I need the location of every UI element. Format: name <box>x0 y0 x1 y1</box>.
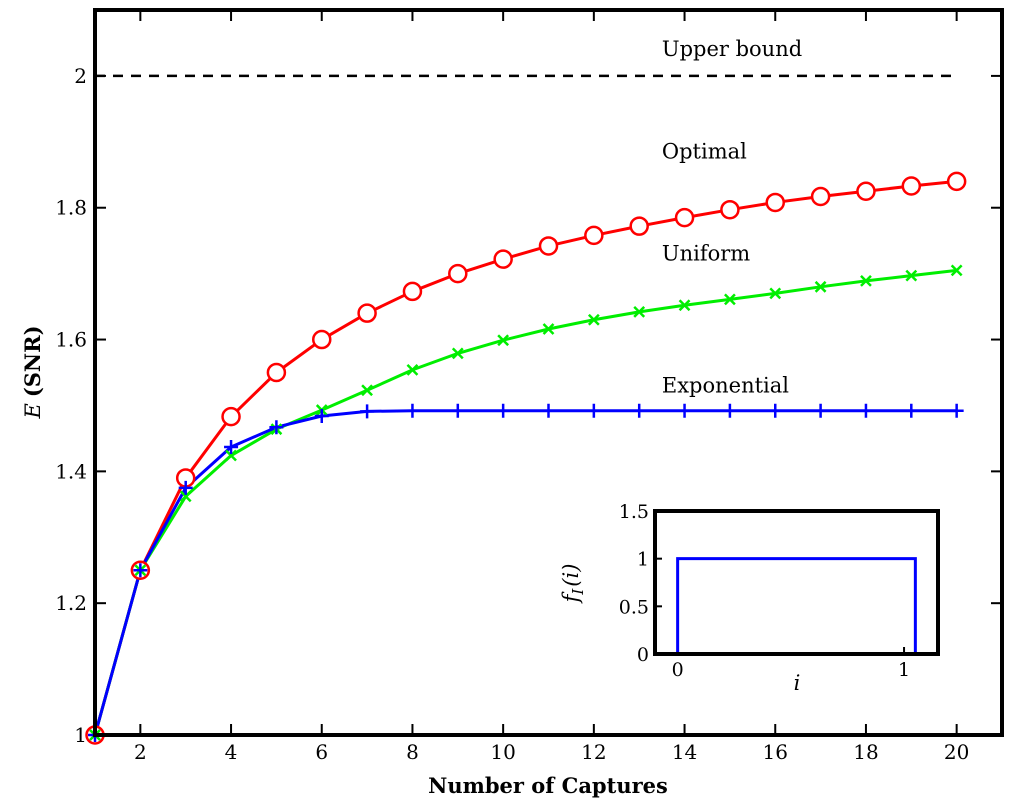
inset-background <box>655 511 938 654</box>
marker-x <box>406 363 419 376</box>
x-tick-label: 10 <box>490 740 515 764</box>
series-label: Uniform <box>662 241 750 265</box>
marker-x <box>179 490 192 503</box>
x-tick-label: 2 <box>134 740 147 764</box>
y-tick-label: 1 <box>74 723 87 747</box>
marker-circle <box>946 171 967 192</box>
x-axis-title: Number of Captures <box>428 773 668 798</box>
marker-x <box>950 264 963 277</box>
y-tick-label: 1.4 <box>55 459 87 483</box>
inset-y-tick-label: 1 <box>637 549 649 571</box>
series-line-exponential <box>93 409 957 736</box>
marker-circle <box>448 263 468 284</box>
marker-plus <box>496 403 511 418</box>
marker-circle <box>629 216 649 236</box>
marker-x <box>814 280 827 293</box>
inset-x-tick-label: 0 <box>672 659 684 681</box>
marker-x <box>633 305 646 318</box>
marker-circle <box>221 406 241 427</box>
main-plot-frame <box>93 8 1004 737</box>
marker-x <box>860 275 872 287</box>
y-tick-label: 1.8 <box>55 196 87 220</box>
marker-plus <box>360 404 375 419</box>
marker-plus <box>813 403 828 418</box>
x-tick-label: 18 <box>853 740 878 764</box>
inset-plot: 0 1 0 0.5 1 1.5 i fI(i) <box>559 501 940 695</box>
x-tick-label: 12 <box>581 740 606 764</box>
inset-x-axis-title: i <box>794 671 801 695</box>
marker-circle <box>538 236 559 256</box>
inset-y-tick-label: 1.5 <box>619 501 649 523</box>
marker-plus <box>632 403 647 418</box>
inset-y-tick-label: 0.5 <box>619 596 649 618</box>
marker-x <box>724 293 736 306</box>
x-tick-label: 16 <box>763 740 788 764</box>
y-tick-label: 1.2 <box>55 591 87 615</box>
marker-circle <box>493 249 513 269</box>
marker-plus <box>224 439 239 454</box>
marker-plus <box>768 403 783 418</box>
series-line-uniform <box>93 268 957 736</box>
marker-plus <box>722 403 737 418</box>
marker-plus <box>450 403 465 418</box>
marker-plus <box>314 409 329 423</box>
marker-x <box>497 334 510 347</box>
inset-x-tick-label: 1 <box>898 659 910 681</box>
marker-x <box>451 347 464 360</box>
marker-plus <box>858 403 873 418</box>
x-tick-label: 8 <box>406 740 419 764</box>
series-label: Exponential <box>662 373 789 397</box>
y-tick-label: 1.6 <box>55 328 87 352</box>
main-markers <box>85 171 967 745</box>
marker-plus <box>541 403 556 418</box>
marker-x <box>361 384 373 397</box>
marker-plus <box>586 403 601 418</box>
marker-circle <box>584 225 604 246</box>
inset-y-axis-title: fI(i) <box>559 564 587 605</box>
marker-x <box>905 269 918 282</box>
marker-plus <box>269 420 284 435</box>
marker-plus <box>405 403 420 418</box>
marker-circle <box>357 303 377 323</box>
inset-y-tick-label: 0 <box>637 644 649 666</box>
inset-tick-labels: 0 1 0 0.5 1 1.5 <box>619 501 910 681</box>
marker-plus <box>949 403 964 418</box>
main-series-labels: Upper bound Optimal Uniform Exponential <box>662 37 802 397</box>
marker-circle <box>402 281 423 302</box>
marker-circle <box>810 186 831 207</box>
marker-plus <box>178 480 193 495</box>
marker-x <box>225 449 237 462</box>
x-tick-label: 14 <box>672 740 697 764</box>
series-label: Upper bound <box>662 37 802 61</box>
marker-circle <box>266 362 287 383</box>
series-label: Optimal <box>662 139 747 163</box>
marker-plus <box>133 563 148 578</box>
x-tick-label: 20 <box>944 740 969 764</box>
marker-x <box>769 287 782 300</box>
marker-circle <box>765 192 785 213</box>
x-tick-label: 4 <box>225 740 238 764</box>
marker-plus <box>677 403 692 418</box>
marker-circle <box>856 181 876 201</box>
marker-plus <box>904 403 919 418</box>
marker-x <box>678 299 691 312</box>
inset-frame <box>653 509 940 656</box>
marker-circle <box>720 199 740 220</box>
marker-circle <box>312 329 332 350</box>
y-tick-label: 2 <box>74 64 87 88</box>
x-tick-label: 6 <box>315 740 328 764</box>
marker-circle <box>674 207 695 228</box>
marker-circle <box>901 176 922 196</box>
marker-x <box>587 313 600 326</box>
y-axis-title: E(SNR) <box>20 325 45 419</box>
marker-x <box>542 323 555 335</box>
